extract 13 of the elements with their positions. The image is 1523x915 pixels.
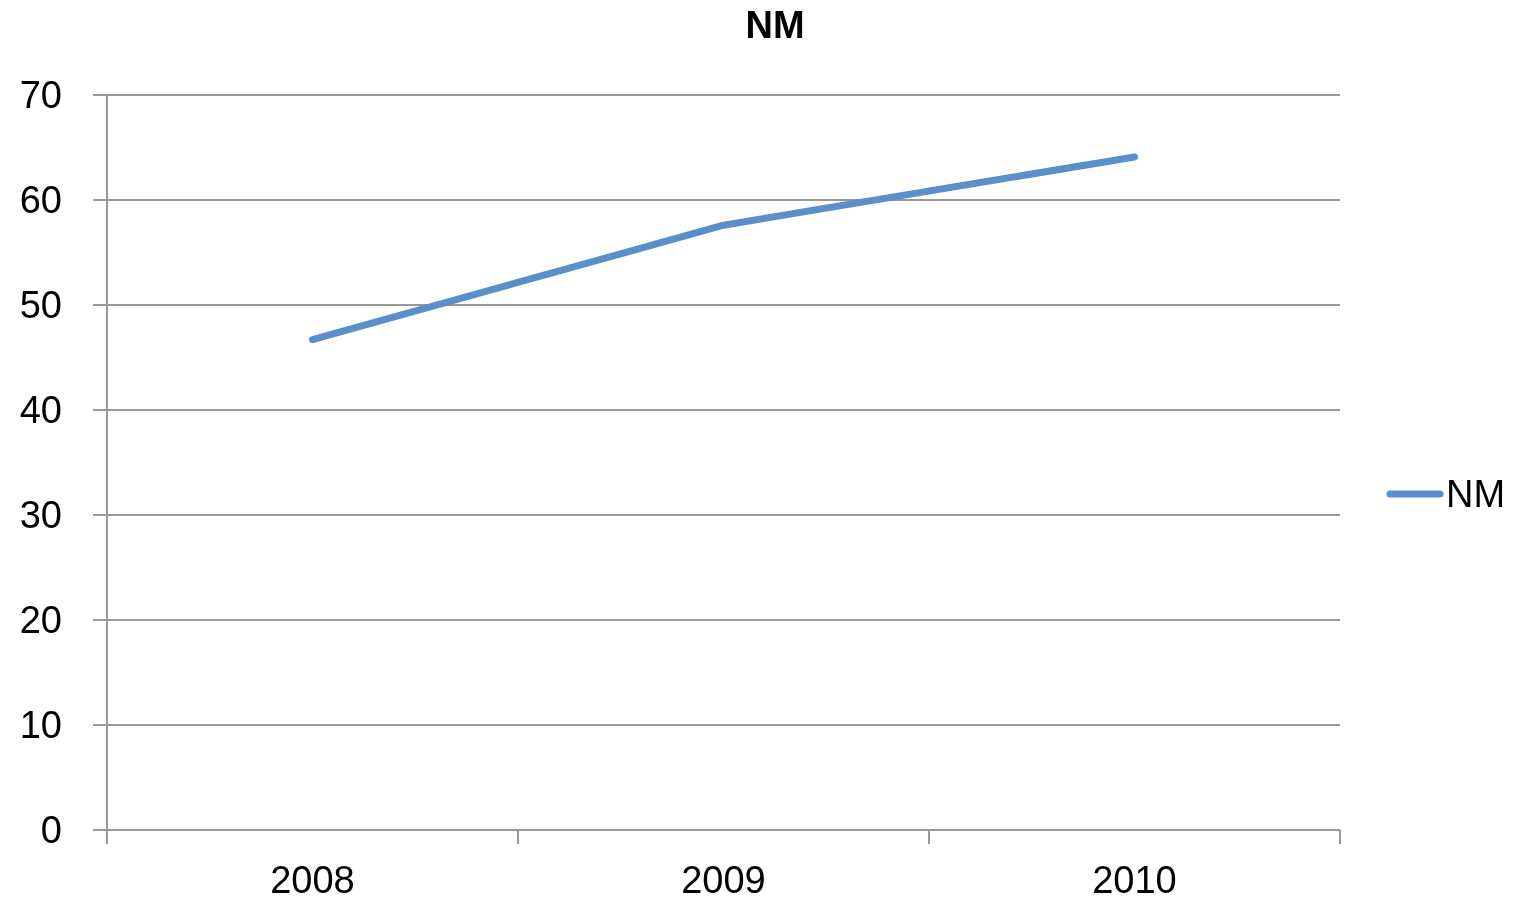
y-tick-label: 20 [19, 599, 62, 642]
chart-title: NM [745, 4, 805, 46]
x-tick-label: 2010 [1092, 859, 1177, 901]
y-tick-label: 70 [19, 74, 62, 117]
y-tick-label: 40 [19, 389, 62, 432]
x-tick-label: 2009 [681, 859, 766, 901]
legend-label: NM [1446, 473, 1506, 516]
y-tick-label: 30 [19, 494, 62, 537]
y-tick-label: 0 [40, 809, 62, 852]
y-tick-label: 10 [19, 704, 62, 747]
y-tick-label: 60 [19, 179, 62, 222]
y-tick-label: 50 [19, 284, 62, 327]
x-tick-label: 2008 [270, 859, 355, 901]
